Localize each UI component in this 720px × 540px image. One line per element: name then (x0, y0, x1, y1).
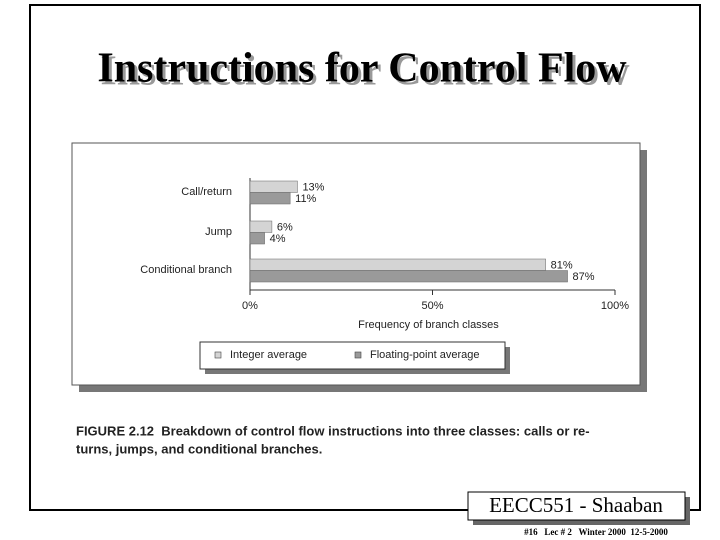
bar (249, 192, 291, 205)
footer-note: #16 Lec # 2 Winter 2000 12-5-2000 (524, 527, 668, 537)
category-label: Jump (205, 226, 232, 238)
bar (249, 258, 546, 271)
value-label: 13% (302, 182, 324, 194)
value-label: 4% (270, 233, 286, 245)
category-label: Call/return (181, 186, 232, 198)
bar (249, 220, 273, 233)
value-label: 81% (551, 260, 573, 272)
bar (249, 270, 568, 283)
legend-label: Floating-point average (370, 349, 479, 361)
footer-label: EECC551 - Shaaban (489, 493, 663, 517)
legend-swatch (354, 351, 362, 359)
bar (249, 180, 298, 193)
footer-box (467, 491, 686, 521)
legend-label: Integer average (230, 349, 307, 361)
value-label: 11% (295, 193, 316, 205)
x-tick-label: 100% (601, 300, 629, 312)
x-tick-label: 50% (421, 300, 443, 312)
slide-title: Instructions for Control Flow (97, 46, 627, 92)
value-label: 6% (277, 222, 293, 234)
caption: turns, jumps, and conditional branches. (76, 441, 322, 456)
bar (249, 232, 265, 245)
x-axis-label: Frequency of branch classes (358, 319, 499, 331)
caption: FIGURE 2.12 Breakdown of control flow in… (76, 423, 590, 438)
x-tick-label: 0% (242, 300, 258, 312)
category-label: Conditional branch (140, 264, 232, 276)
legend-box (199, 341, 506, 370)
value-label: 87% (573, 271, 595, 283)
legend-swatch (214, 351, 222, 359)
